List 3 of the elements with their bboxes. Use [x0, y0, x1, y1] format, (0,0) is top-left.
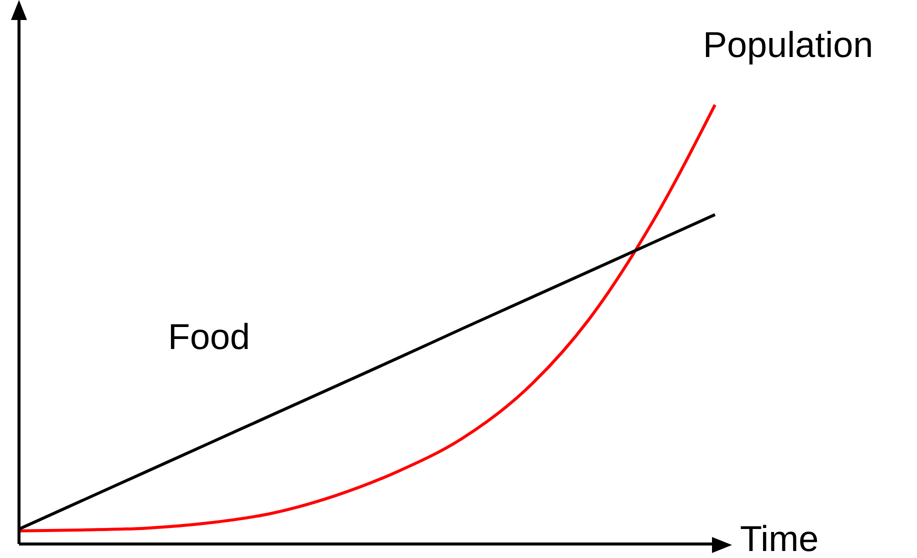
x-axis-title: Time: [740, 518, 819, 558]
series-label: Population: [703, 24, 874, 66]
series-label: Food: [168, 316, 250, 358]
